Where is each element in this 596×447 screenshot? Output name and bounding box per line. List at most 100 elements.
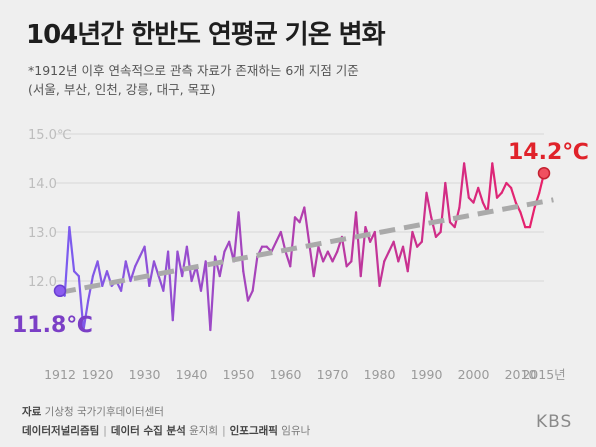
x-tick-label: 1960 <box>270 367 302 382</box>
series-segment <box>401 245 409 273</box>
series-segment <box>171 250 179 322</box>
series-segment <box>223 240 231 253</box>
series-segment <box>420 191 428 243</box>
series-segment <box>82 299 90 332</box>
series-segment <box>119 260 127 292</box>
trend-line <box>59 197 554 295</box>
y-tick-label: 12.0 <box>28 275 57 290</box>
x-tick-label: 2010 <box>505 367 537 382</box>
series-segment <box>148 260 156 287</box>
series-segment <box>326 250 334 263</box>
series-segment <box>195 265 203 292</box>
series-segment <box>477 186 485 204</box>
series-segment <box>270 240 278 253</box>
source-value: 기상청 국가기후데이터센터 <box>44 406 164 418</box>
series-segment <box>96 260 104 287</box>
series-segment <box>242 270 250 302</box>
end-point-marker <box>537 166 551 180</box>
series-segment <box>510 186 517 204</box>
series-segment <box>72 270 80 278</box>
series-segment <box>411 230 419 248</box>
series-segment <box>373 230 381 287</box>
producer-name: 데이터저널리즘팀 <box>22 425 100 437</box>
series-segment <box>312 245 320 278</box>
series-segment <box>519 211 527 229</box>
series-segment <box>181 245 188 278</box>
series-segment <box>232 211 240 263</box>
series-segment <box>425 191 433 219</box>
series-segment <box>444 181 452 224</box>
series-line <box>58 162 546 332</box>
x-axis-ticks: 1912 1920 1930 1940 1950 1960 1970 1980 1990 2000… <box>44 367 566 382</box>
series-segment <box>166 250 174 322</box>
x-tick-label: 1940 <box>176 367 208 382</box>
series-segment <box>91 260 99 278</box>
series-segment <box>237 211 245 273</box>
series-segment <box>298 206 306 224</box>
x-tick-label: 2015년 <box>522 367 565 382</box>
series-segment <box>322 250 329 263</box>
series-segment <box>204 260 212 332</box>
separator: | <box>222 425 226 437</box>
series-segment <box>185 245 193 283</box>
trend-line-dashed <box>59 197 554 295</box>
credits-line: 데이터저널리즘팀 | 데이터 수집 분석 윤지희 | 인포그래픽 임유나 <box>22 423 310 438</box>
series-segment <box>491 162 499 199</box>
series-segment <box>317 245 325 263</box>
series-segment <box>134 255 141 268</box>
series-segment <box>63 226 71 297</box>
chart-grid <box>56 133 544 282</box>
series-segment <box>397 245 405 263</box>
series-segment <box>209 255 217 332</box>
y-tick-label: 14.0 <box>28 177 57 192</box>
series-segment <box>387 240 395 253</box>
subtitle-stations: (서울, 부산, 인천, 강릉, 대구, 목포) <box>28 82 216 97</box>
series-segment <box>472 186 480 204</box>
series-segment <box>486 162 494 214</box>
kbs-logo: KBS <box>536 412 573 432</box>
series-segment <box>246 289 254 302</box>
x-tick-label: 1912 <box>44 367 76 382</box>
series-segment <box>124 260 132 283</box>
end-value-label: 14.2℃ <box>508 140 589 165</box>
x-tick-label: 1950 <box>223 367 255 382</box>
series-segment <box>345 260 353 268</box>
source-label: 자료 <box>22 406 42 418</box>
series-segment <box>434 230 442 238</box>
series-segment <box>129 265 137 283</box>
series-segment <box>68 226 76 273</box>
series-segment <box>303 206 311 243</box>
series-segment <box>199 260 207 292</box>
series-segment <box>383 250 391 263</box>
series-segment <box>528 206 536 229</box>
separator: | <box>103 425 107 437</box>
series-segment <box>350 211 358 263</box>
series-segment <box>392 240 400 263</box>
x-tick-label: 1920 <box>82 367 114 382</box>
series-segment <box>331 250 339 263</box>
series-segment <box>416 240 423 248</box>
start-value-label: 11.8℃ <box>12 313 93 338</box>
source-line: 자료 기상청 국가기후데이터센터 <box>22 404 164 419</box>
graphic-person: 임유나 <box>281 425 311 437</box>
x-tick-label: 1990 <box>411 367 443 382</box>
series-segment <box>500 181 508 194</box>
series-segment <box>495 191 503 199</box>
page-title: 104년간 한반도 연평균 기온 변화 <box>26 20 386 50</box>
x-tick-label: 1930 <box>129 367 161 382</box>
series-segment <box>463 162 470 199</box>
series-segment <box>143 245 151 287</box>
graphic-label: 인포그래픽 <box>229 425 278 437</box>
series-segment <box>505 181 513 189</box>
series-segment <box>77 275 85 332</box>
subtitle-note: *1912년 이후 연속적으로 관측 자료가 존재하는 6개 지점 기준 <box>28 63 359 78</box>
series-segment <box>406 230 414 273</box>
series-segment <box>458 162 466 209</box>
series-segment <box>152 260 160 278</box>
series-segment <box>439 181 447 234</box>
series-segment <box>213 255 221 278</box>
series-segment <box>251 255 259 292</box>
series-segment <box>378 260 386 287</box>
x-tick-label: 1970 <box>317 367 349 382</box>
